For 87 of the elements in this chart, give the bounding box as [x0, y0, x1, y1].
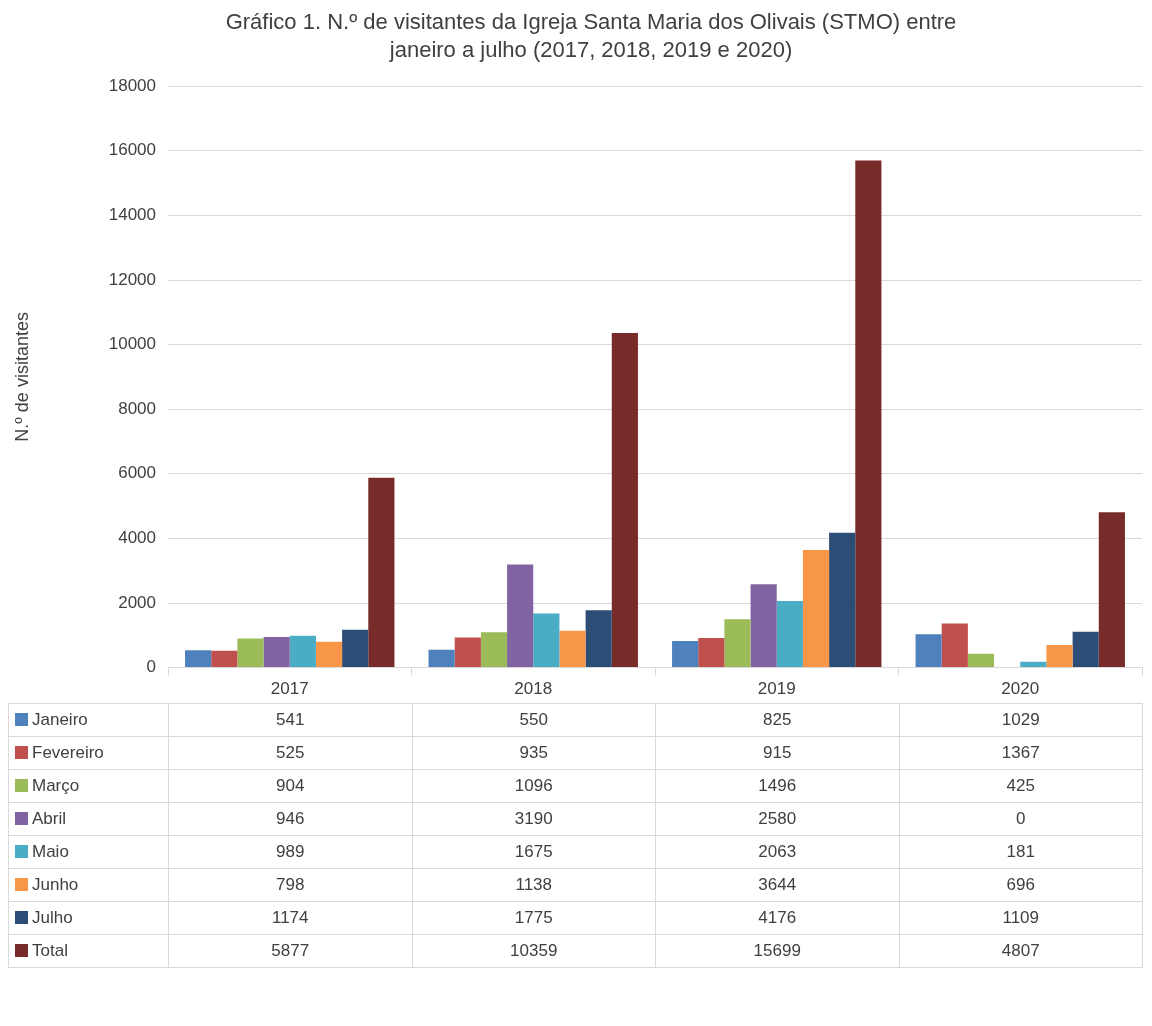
data-label: 0	[899, 802, 1143, 836]
legend-label: Fevereiro	[8, 736, 169, 770]
data-label: 1675	[412, 835, 656, 869]
data-label: 15699	[655, 934, 899, 968]
y-tick-label: 14000	[108, 205, 156, 225]
legend-label: Janeiro	[8, 703, 169, 737]
bar	[185, 650, 212, 668]
bar	[1046, 645, 1073, 668]
bar	[1020, 661, 1047, 668]
bar	[724, 619, 751, 668]
data-label: 1496	[655, 769, 899, 803]
bar	[1098, 512, 1125, 668]
data-label: 2580	[655, 802, 899, 836]
data-label: 1109	[899, 901, 1143, 935]
data-label: 1775	[412, 901, 656, 935]
bar	[315, 641, 343, 668]
data-label: 1029	[899, 703, 1143, 737]
data-label: 3190	[412, 802, 656, 836]
bar	[915, 634, 942, 668]
bar	[941, 623, 968, 668]
data-label: 10359	[412, 934, 656, 968]
legend-label: Julho	[8, 901, 169, 935]
data-label: 915	[655, 736, 899, 770]
bar	[480, 632, 508, 668]
bar	[672, 640, 699, 668]
bar	[750, 584, 777, 668]
x-tick-label: 2020	[1001, 679, 1040, 699]
legend-label: Março	[8, 769, 169, 803]
data-label: 4807	[899, 934, 1143, 968]
data-label: 5877	[168, 934, 412, 968]
bar	[776, 600, 803, 668]
bar	[454, 637, 481, 668]
y-tick-label: 0	[146, 657, 156, 677]
y-tick-label: 12000	[108, 269, 156, 289]
y-tick-label: 4000	[118, 528, 156, 548]
x-tick-label: 2018	[514, 679, 553, 699]
x-tick-label: 2019	[757, 679, 796, 699]
data-label: 3644	[655, 868, 899, 902]
chart-title: Gráfico 1. N.º de visitantes da Igreja Santa Maria dos Olivais (STMO) entre janeiro a julho (2017, 2018, 2019 e 2020)	[224, 8, 958, 64]
legend-label: Maio	[8, 835, 169, 869]
data-label: 2063	[655, 835, 899, 869]
y-tick-label: 18000	[108, 75, 156, 95]
bar	[533, 613, 560, 668]
y-tick-label: 10000	[108, 334, 156, 354]
legend-label: Abril	[8, 802, 169, 836]
data-label: 696	[899, 868, 1143, 902]
y-axis-title: N.º de visitantes	[11, 312, 32, 442]
bar	[698, 638, 725, 668]
bar	[507, 564, 534, 668]
bar	[211, 650, 238, 668]
data-label: 935	[412, 736, 656, 770]
bar	[611, 333, 638, 668]
data-label: 541	[168, 703, 412, 737]
data-label: 946	[168, 802, 412, 836]
data-label: 1174	[168, 901, 412, 935]
bar	[263, 637, 290, 668]
data-label: 181	[899, 835, 1143, 869]
data-label: 425	[899, 769, 1143, 803]
y-tick-label: 6000	[118, 463, 156, 483]
bar	[559, 630, 586, 668]
bar	[802, 549, 830, 668]
data-label: 1367	[899, 736, 1143, 770]
x-tick-label: 2017	[270, 679, 309, 699]
data-label: 904	[168, 769, 412, 803]
bar	[967, 653, 995, 668]
y-tick-label: 16000	[108, 140, 156, 160]
bar	[585, 610, 612, 668]
data-label: 1096	[412, 769, 656, 803]
bar	[289, 635, 316, 668]
data-label: 798	[168, 868, 412, 902]
legend-label: Total	[8, 934, 169, 968]
bar	[237, 638, 264, 668]
data-label: 1138	[412, 868, 656, 902]
data-label: 4176	[655, 901, 899, 935]
y-tick-label: 2000	[118, 592, 156, 612]
bar	[829, 532, 856, 668]
bar	[1072, 631, 1099, 668]
y-tick-label: 8000	[118, 398, 156, 418]
bar	[855, 160, 882, 668]
data-label: 825	[655, 703, 899, 737]
bar	[428, 649, 455, 668]
data-label: 989	[168, 835, 412, 869]
legend-label: Junho	[8, 868, 169, 902]
bar	[368, 477, 395, 668]
data-label: 550	[412, 703, 656, 737]
bar	[342, 629, 369, 668]
data-label: 525	[168, 736, 412, 770]
